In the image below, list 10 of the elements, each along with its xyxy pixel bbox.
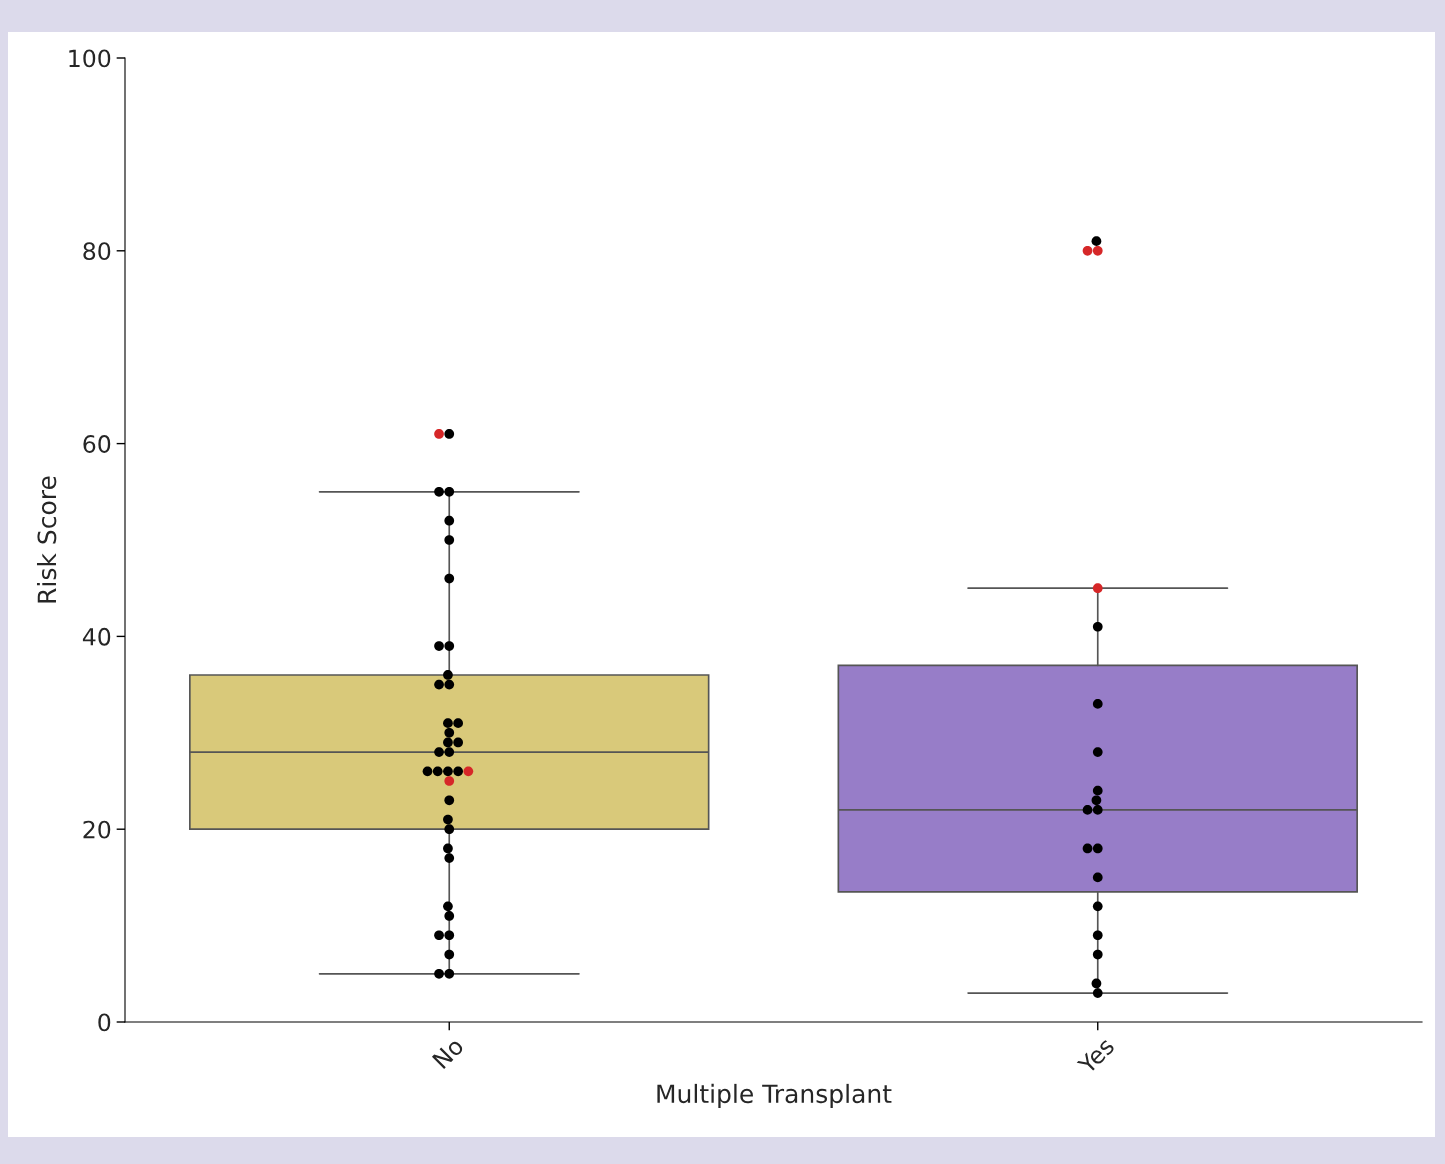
x-tick-label: Yes (1076, 1036, 1116, 1076)
x-tick-label: No (431, 1036, 465, 1070)
y-tick-label: 80 (83, 242, 111, 261)
y-tick-label: 40 (82, 627, 111, 646)
y-tick-label: 60 (83, 435, 111, 453)
x-axis-title: Multiple Transplant (657, 1083, 892, 1109)
y-tick-label: 20 (83, 820, 111, 839)
y-tick-label: 0 (98, 1013, 111, 1032)
y-axis-title: Risk Score (36, 476, 57, 603)
y-tick-label: 100 (69, 49, 111, 68)
